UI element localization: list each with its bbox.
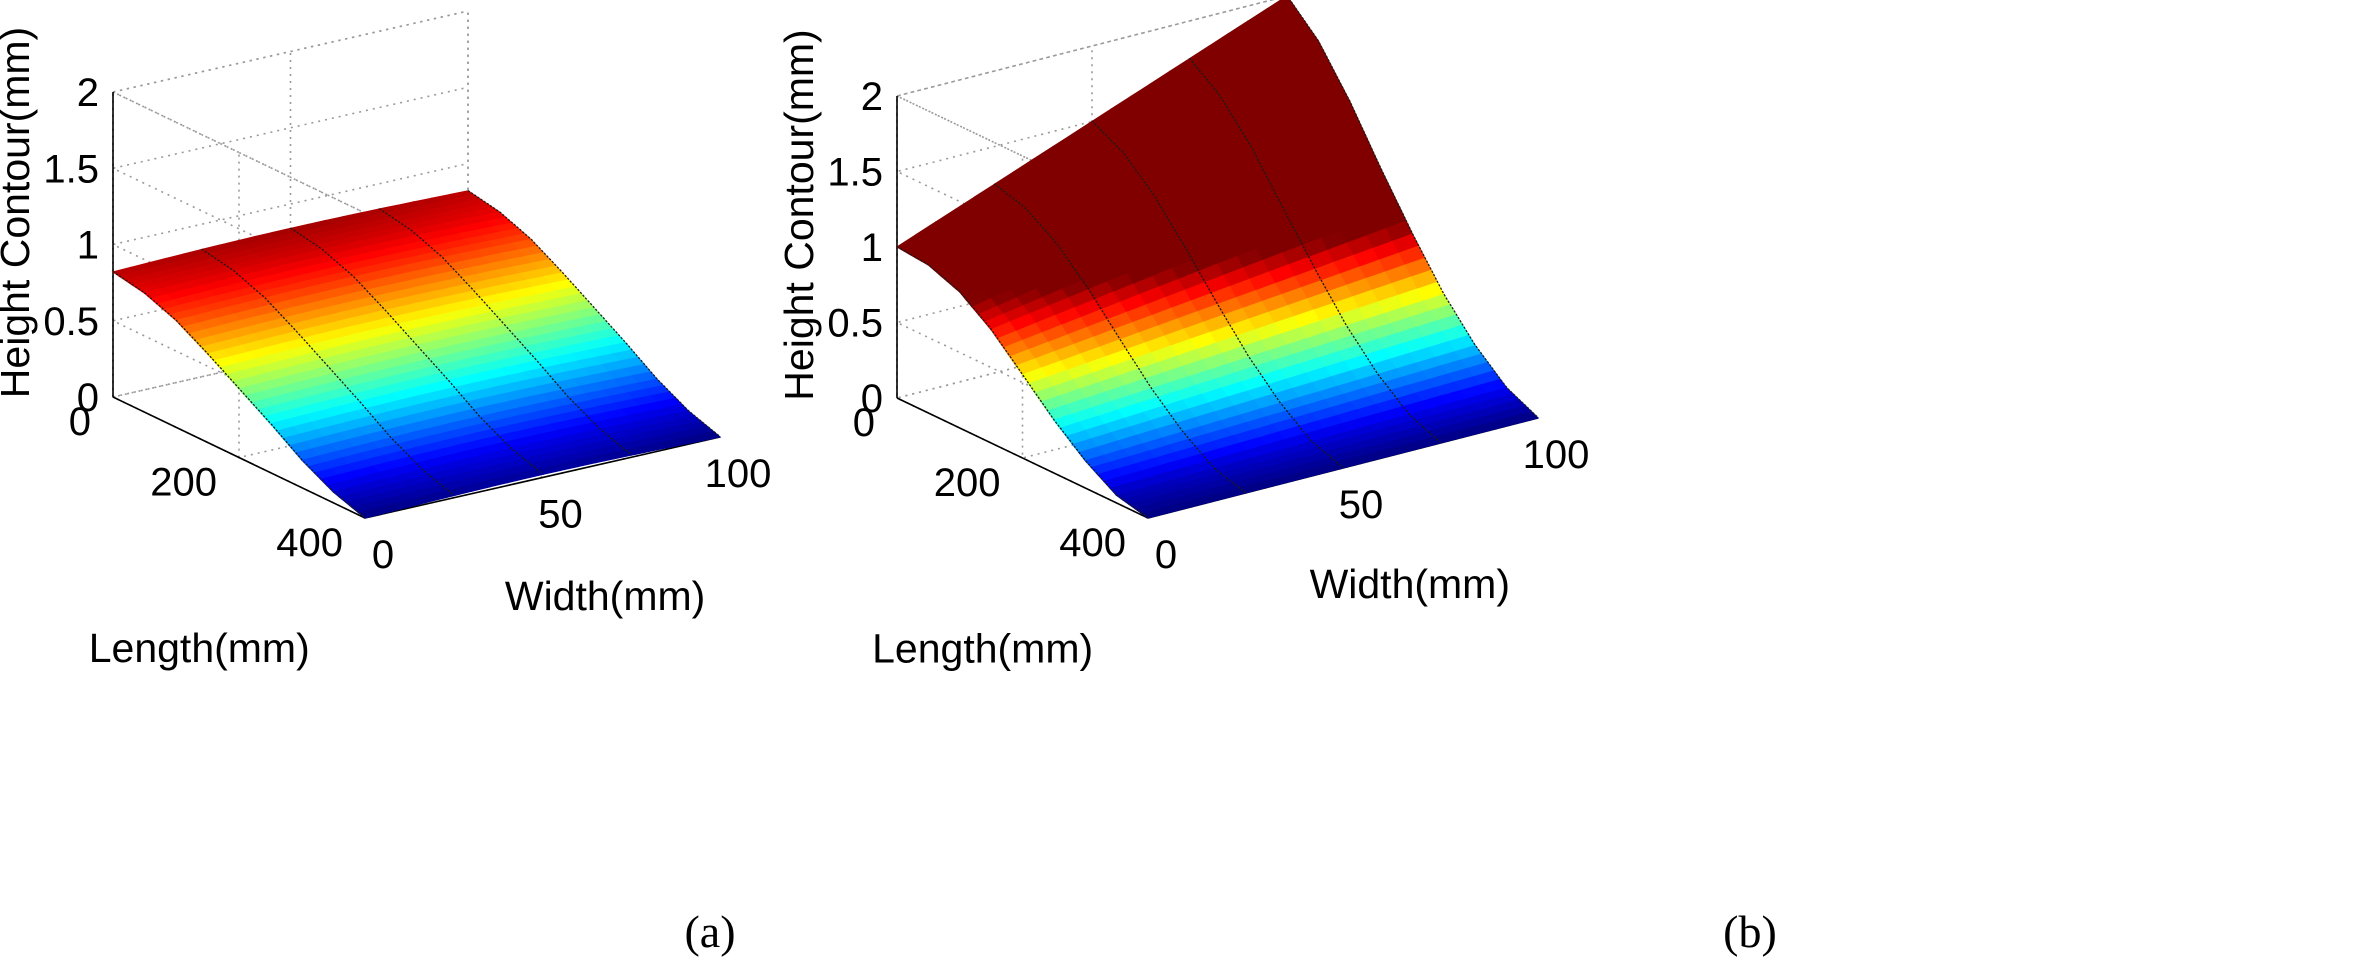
axes bbox=[112, 92, 721, 519]
panel-label-a: (a) bbox=[684, 906, 735, 957]
surface-cell bbox=[1510, 411, 1540, 424]
measured-line bbox=[994, 183, 1246, 494]
measured-lines bbox=[896, 0, 1539, 519]
z-tick-label: 1.5 bbox=[43, 147, 99, 191]
panel-label-b: (b) bbox=[1723, 906, 1777, 957]
z-tick-label: 0.5 bbox=[827, 302, 883, 346]
x-axis-line bbox=[364, 436, 721, 519]
x-tick-label: 100 bbox=[1523, 433, 1590, 477]
surface bbox=[895, 0, 1540, 519]
y-axis-line bbox=[896, 397, 1149, 519]
y-axis-label: Length(mm) bbox=[872, 625, 1093, 671]
axis-labels: Height Contour(mm) Length(mm) Width(mm) bbox=[776, 29, 1510, 671]
box-edge bbox=[112, 10, 469, 93]
z-tick-label: 2 bbox=[861, 75, 883, 119]
measured-line bbox=[1091, 120, 1344, 468]
z-axis-label: Height Contour(mm) bbox=[0, 27, 38, 398]
surface-cell bbox=[694, 431, 722, 442]
tick-labels: 0 0.5 1 1.5 2 0 200 400 0 50 100 bbox=[827, 75, 1589, 577]
measured-lines bbox=[112, 189, 721, 519]
y-tick-label: 0 bbox=[853, 401, 875, 445]
x-axis-label: Width(mm) bbox=[1310, 561, 1510, 607]
x-tick-label: 100 bbox=[705, 452, 772, 496]
axis-labels: Height Contour(mm) Length(mm) Width(mm) bbox=[0, 27, 705, 671]
z-tick-label: 1 bbox=[861, 226, 883, 270]
z-axis-label: Height Contour(mm) bbox=[776, 29, 822, 400]
y-axis-label: Length(mm) bbox=[89, 625, 310, 671]
measured-line bbox=[201, 248, 455, 496]
surface bbox=[111, 190, 722, 519]
z-tick-label: 0 bbox=[77, 376, 99, 420]
x-tick-label: 0 bbox=[1155, 533, 1177, 577]
z-tick-label: 1 bbox=[77, 224, 99, 268]
measured-line bbox=[1289, 0, 1539, 418]
measured-line bbox=[290, 227, 543, 475]
tick-labels: 0 0.5 1 1.5 2 0 200 400 0 50 100 bbox=[43, 71, 771, 577]
z-tick-label: 0.5 bbox=[43, 300, 99, 344]
y-tick-label: 200 bbox=[150, 461, 217, 505]
z-tick-label: 1.5 bbox=[827, 151, 883, 195]
y-tick-label: 400 bbox=[276, 521, 343, 565]
measured-line bbox=[467, 189, 721, 438]
x-tick-label: 50 bbox=[1339, 483, 1384, 527]
y-tick-label: 400 bbox=[1059, 521, 1126, 565]
measured-line bbox=[112, 270, 366, 519]
y-axis-line bbox=[112, 396, 366, 519]
x-tick-label: 50 bbox=[538, 493, 583, 537]
x-axis-label: Width(mm) bbox=[505, 573, 705, 619]
z-tick-label: 2 bbox=[77, 71, 99, 115]
y-tick-label: 0 bbox=[69, 400, 91, 444]
box-edge bbox=[112, 91, 366, 214]
z-tick-label: 0 bbox=[861, 377, 883, 421]
y-tick-label: 200 bbox=[934, 461, 1001, 505]
x-tick-label: 0 bbox=[372, 533, 394, 577]
measured-line bbox=[1188, 57, 1441, 443]
panel-b: 0 0.5 1 1.5 2 0 200 400 0 50 100 Height Contour(mm)… bbox=[776, 0, 1589, 671]
measured-line bbox=[896, 245, 1149, 519]
measured-line bbox=[378, 208, 632, 456]
grid-line-z bbox=[110, 10, 469, 214]
